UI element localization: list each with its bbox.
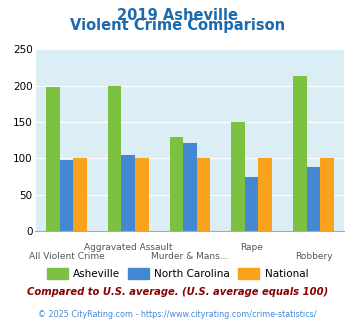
Bar [307,167,320,231]
Bar [170,137,183,231]
Text: All Violent Crime: All Violent Crime [28,252,104,261]
Bar [197,158,210,231]
Bar [293,76,307,231]
Bar [231,122,245,231]
Bar [108,86,121,231]
Text: Murder & Mans...: Murder & Mans... [151,252,229,261]
Text: Rape: Rape [240,243,263,251]
Bar [245,177,258,231]
Legend: Asheville, North Carolina, National: Asheville, North Carolina, National [43,264,312,283]
Text: Violent Crime Comparison: Violent Crime Comparison [70,18,285,33]
Bar [135,158,148,231]
Text: Compared to U.S. average. (U.S. average equals 100): Compared to U.S. average. (U.S. average … [27,287,328,297]
Bar [46,87,60,231]
Bar [320,158,334,231]
Bar [121,155,135,231]
Text: 2019 Asheville: 2019 Asheville [117,8,238,23]
Bar [183,143,197,231]
Text: Robbery: Robbery [295,252,332,261]
Bar [258,158,272,231]
Text: Aggravated Assault: Aggravated Assault [84,243,173,251]
Text: © 2025 CityRating.com - https://www.cityrating.com/crime-statistics/: © 2025 CityRating.com - https://www.city… [38,310,317,319]
Bar [73,158,87,231]
Bar [60,160,73,231]
